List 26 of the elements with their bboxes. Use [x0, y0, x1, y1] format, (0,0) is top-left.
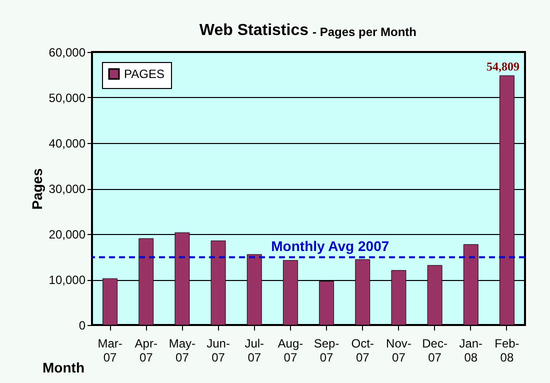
y-tick-label: 0 — [78, 318, 86, 332]
y-tick-label: 20,000 — [48, 228, 86, 242]
x-tick-label: Apr-07 — [134, 336, 158, 364]
x-tick-label: Jul-07 — [244, 336, 264, 364]
legend-label: PAGES — [124, 67, 164, 81]
y-tick-label: 60,000 — [48, 46, 86, 60]
chart-subtitle: - Pages per Month — [312, 25, 417, 39]
y-tick-label: 40,000 — [48, 136, 86, 150]
y-tick-label: 50,000 — [48, 91, 86, 105]
x-tick-label: Feb-08 — [494, 336, 520, 364]
x-tick-label: Sep-07 — [314, 336, 340, 364]
ref-line-label: Monthly Avg 2007 — [271, 238, 390, 254]
x-tick-label: Mar-07 — [98, 336, 122, 364]
x-tick-label: Nov-07 — [386, 336, 412, 364]
x-tick-label: Jun-07 — [206, 336, 230, 364]
data-label: 54,809 — [486, 60, 520, 74]
x-tick-label: May-07 — [168, 336, 196, 364]
y-axis-title: Pages — [28, 168, 45, 210]
x-tick-label: Aug-07 — [278, 336, 304, 364]
y-tick-label: 10,000 — [48, 273, 86, 287]
x-tick-label: Dec-07 — [422, 336, 448, 364]
chart-title: Web Statistics — [199, 22, 309, 39]
y-tick-label: 30,000 — [48, 182, 86, 196]
x-axis-title: Month — [42, 360, 84, 376]
x-tick-label: Jan-08 — [459, 336, 483, 364]
x-tick-label: Oct-07 — [351, 336, 374, 364]
